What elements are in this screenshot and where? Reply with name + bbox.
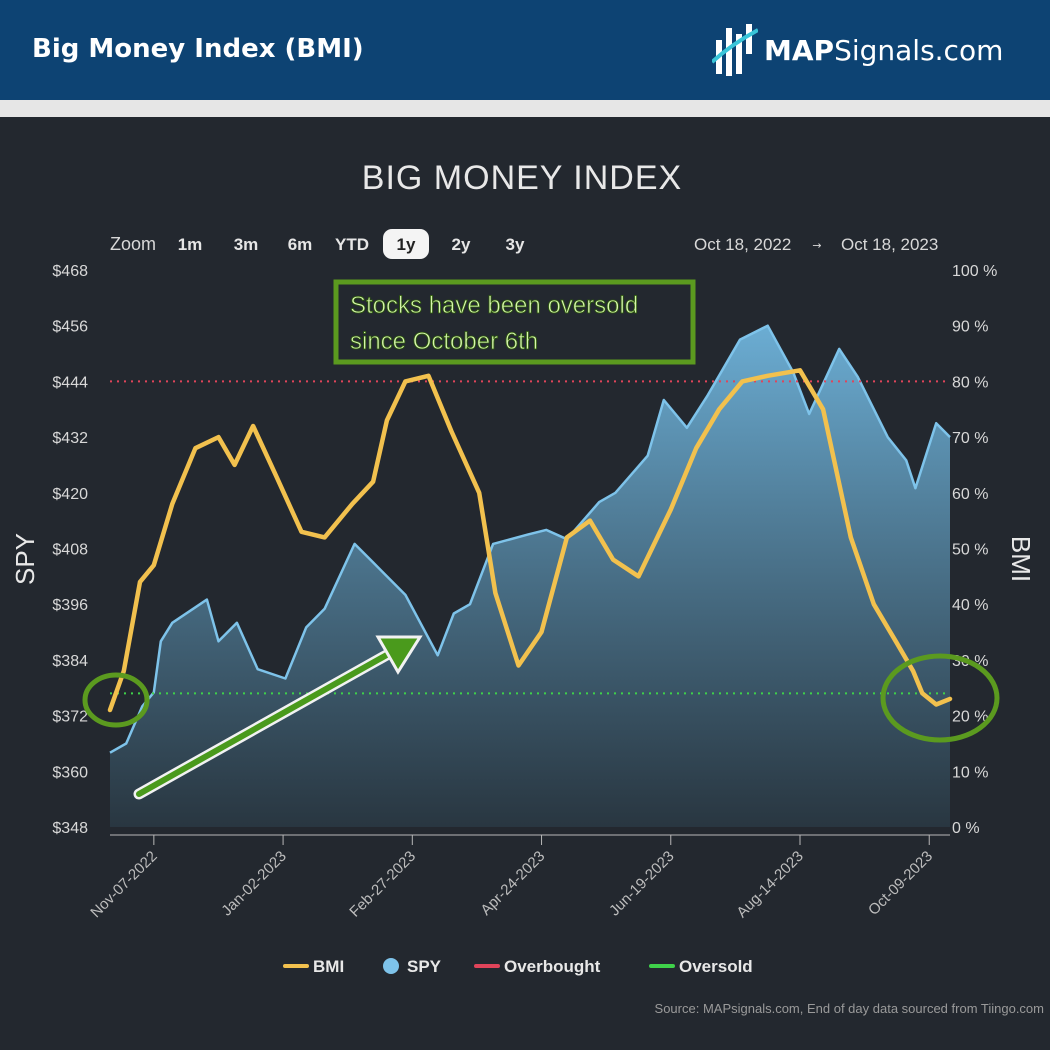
zoom-selected-bg xyxy=(383,229,429,259)
highlight-circle-left xyxy=(82,672,150,728)
x-tick-label: Oct-09-2023 xyxy=(865,848,936,919)
range-arrow-icon: → xyxy=(812,239,821,252)
highlight-circle-right xyxy=(880,653,1000,743)
bmi-series-line xyxy=(107,368,953,713)
spy-tick-label: $420 xyxy=(52,486,88,503)
zoom-option-1y[interactable]: 1y xyxy=(397,235,416,254)
chart-title: BIG MONEY INDEX xyxy=(362,159,682,197)
spy-tick-label: $444 xyxy=(52,374,88,391)
annotation-line-2: since October 6th xyxy=(350,328,538,355)
spy-tick-label: $432 xyxy=(52,430,88,447)
bmi-tick-label: 70 % xyxy=(952,430,988,447)
spy-axis-ticks: $468 $456 $444 $432 $420 $408 $396 $384 $372 $360… xyxy=(52,263,88,837)
zoom-label: Zoom xyxy=(110,234,156,254)
legend-marker xyxy=(383,958,399,974)
x-tick-label: Jun-19-2023 xyxy=(606,848,678,920)
spy-tick-label: $396 xyxy=(52,597,88,614)
brand-logo: MAPSignals.com xyxy=(710,22,1012,82)
x-tick-label: Aug-14-2023 xyxy=(733,848,806,921)
spy-tick-label: $456 xyxy=(52,319,88,336)
bmi-tick-label: 50 % xyxy=(952,542,988,559)
bar-chart-logo-icon xyxy=(710,24,759,76)
bmi-axis-ticks: 100 %90 %80 %70 %60 %50 %40 %30 %20 %10 … xyxy=(952,263,997,837)
range-to[interactable]: Oct 18, 2023 xyxy=(841,235,938,254)
bmi-tick-label: 20 % xyxy=(952,709,988,726)
zoom-option-1m[interactable]: 1m xyxy=(178,235,203,254)
zoom-option-3m[interactable]: 3m xyxy=(234,235,259,254)
bmi-tick-label: 90 % xyxy=(952,319,988,336)
header-divider xyxy=(0,100,1050,117)
source-note: Source: MAPsignals.com, End of day data … xyxy=(655,1001,1044,1016)
bmi-tick-label: 80 % xyxy=(952,374,988,391)
legend-item-bmi[interactable]: BMI xyxy=(313,957,344,976)
bmi-tick-label: 40 % xyxy=(952,597,988,614)
spy-axis-label: SPY xyxy=(10,533,40,585)
legend-item-overbought[interactable]: Overbought xyxy=(504,957,601,976)
page-title: Big Money Index (BMI) xyxy=(32,34,364,64)
x-tick-label: Feb-27-2023 xyxy=(346,848,419,921)
spy-area xyxy=(110,325,950,827)
annotation-box xyxy=(333,279,696,365)
annotation-line-1: Stocks have been oversold xyxy=(350,292,638,319)
legend-item-spy[interactable]: SPY xyxy=(407,957,442,976)
range-from[interactable]: Oct 18, 2022 xyxy=(694,235,791,254)
zoom-option-3y[interactable]: 3y xyxy=(506,235,525,254)
legend-item-oversold[interactable]: Oversold xyxy=(679,957,753,976)
zoom-options: 1m 3m 6m YTD 1y 2y 3y xyxy=(178,229,525,259)
spy-tick-label: $384 xyxy=(52,653,88,670)
x-tick-label: Apr-24-2023 xyxy=(477,848,548,919)
chart-panel: BIG MONEY INDEX Zoom 1m 3m 6m YTD 1y 2y 3y Oct… xyxy=(0,117,1050,1050)
bmi-tick-label: 100 % xyxy=(952,263,997,280)
zoom-option-6m[interactable]: 6m xyxy=(288,235,313,254)
zoom-option-ytd[interactable]: YTD xyxy=(335,235,369,254)
x-tick-label: Nov-07-2022 xyxy=(87,848,160,921)
chart-legend: BMI SPY Overbought Oversold xyxy=(283,957,753,976)
trend-arrow-icon xyxy=(133,635,423,800)
bmi-axis-label: BMI xyxy=(1006,536,1036,582)
x-tick-label: Jan-02-2023 xyxy=(218,848,290,920)
x-axis-ticks: Nov-07-2022 Jan-02-2023 Feb-27-2023 Apr-24-… xyxy=(87,835,936,921)
spy-tick-label: $348 xyxy=(52,820,88,837)
brand-name: MAPSignals.com xyxy=(764,34,1004,67)
spy-tick-label: $372 xyxy=(52,709,88,726)
spy-tick-label: $408 xyxy=(52,542,88,559)
zoom-option-2y[interactable]: 2y xyxy=(452,235,471,254)
bmi-tick-label: 60 % xyxy=(952,486,988,503)
bmi-chart: BIG MONEY INDEX Zoom 1m 3m 6m YTD 1y 2y 3y Oct… xyxy=(10,159,1044,1016)
header-bar: Big Money Index (BMI) MAPSignals.com xyxy=(0,0,1050,100)
bmi-tick-label: 0 % xyxy=(952,820,980,837)
spy-tick-label: $468 xyxy=(52,263,88,280)
spy-tick-label: $360 xyxy=(52,764,88,781)
bmi-tick-label: 10 % xyxy=(952,764,988,781)
